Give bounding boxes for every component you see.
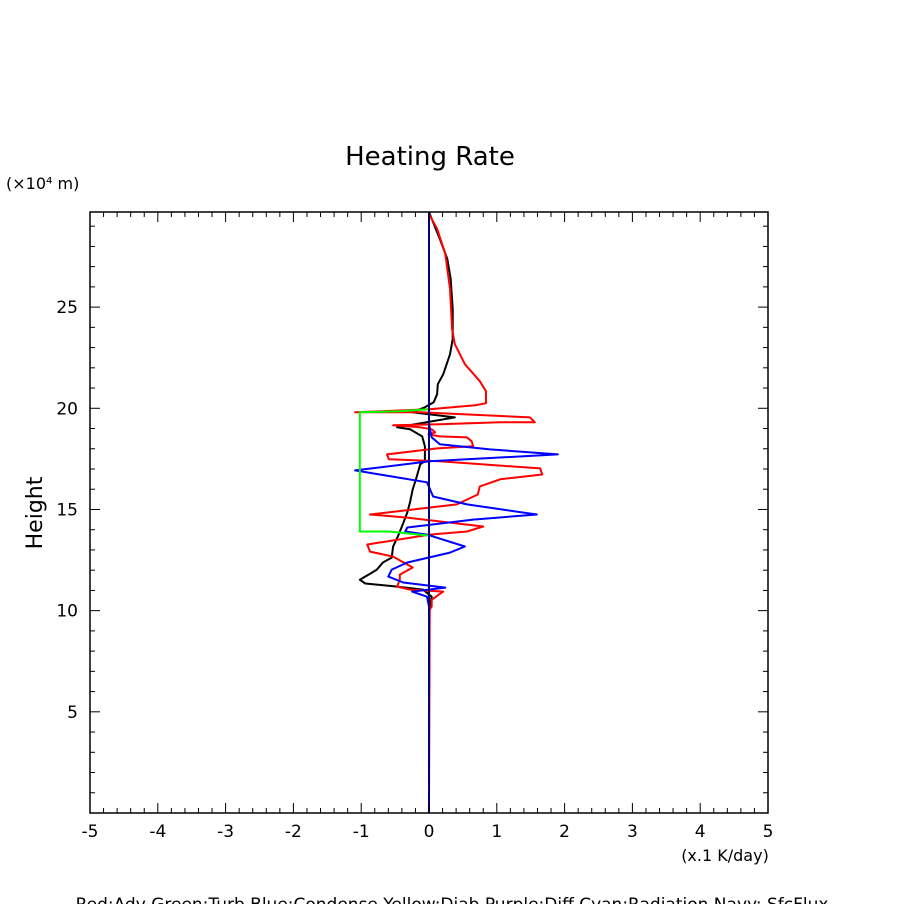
series-line-condense [354,424,559,809]
x-tick-label: 5 [763,822,774,842]
x-axis-label: (x.1 K/day) [681,846,769,865]
x-tick-label: 2 [559,822,570,842]
x-tick-label: -1 [353,822,370,842]
y-tick-label: 25 [56,298,78,318]
x-tick-label: 0 [424,822,435,842]
series-line-total [358,211,456,809]
series-line-adv [354,213,544,810]
y-axis-label: Height [23,476,48,549]
y-tick-label: 5 [67,703,78,723]
x-tick-label: -5 [82,822,99,842]
y-tick-label: 15 [56,500,78,520]
x-tick-label: 3 [627,822,638,842]
chart-title: Heating Rate [345,142,515,172]
y-unit-label: (×10⁴ m) [6,174,79,193]
y-tick-label: 10 [56,602,78,622]
series-line-turb [358,408,430,537]
x-tick-label: -4 [149,822,166,842]
x-tick-label: -2 [285,822,302,842]
x-tick-label: 4 [695,822,706,842]
y-tick-label: 20 [56,399,78,419]
x-tick-label: 1 [491,822,502,842]
legend-text: Red:Adv Green:Turb Blue:Condense Yellow:… [76,895,829,904]
x-tick-label: -3 [217,822,234,842]
